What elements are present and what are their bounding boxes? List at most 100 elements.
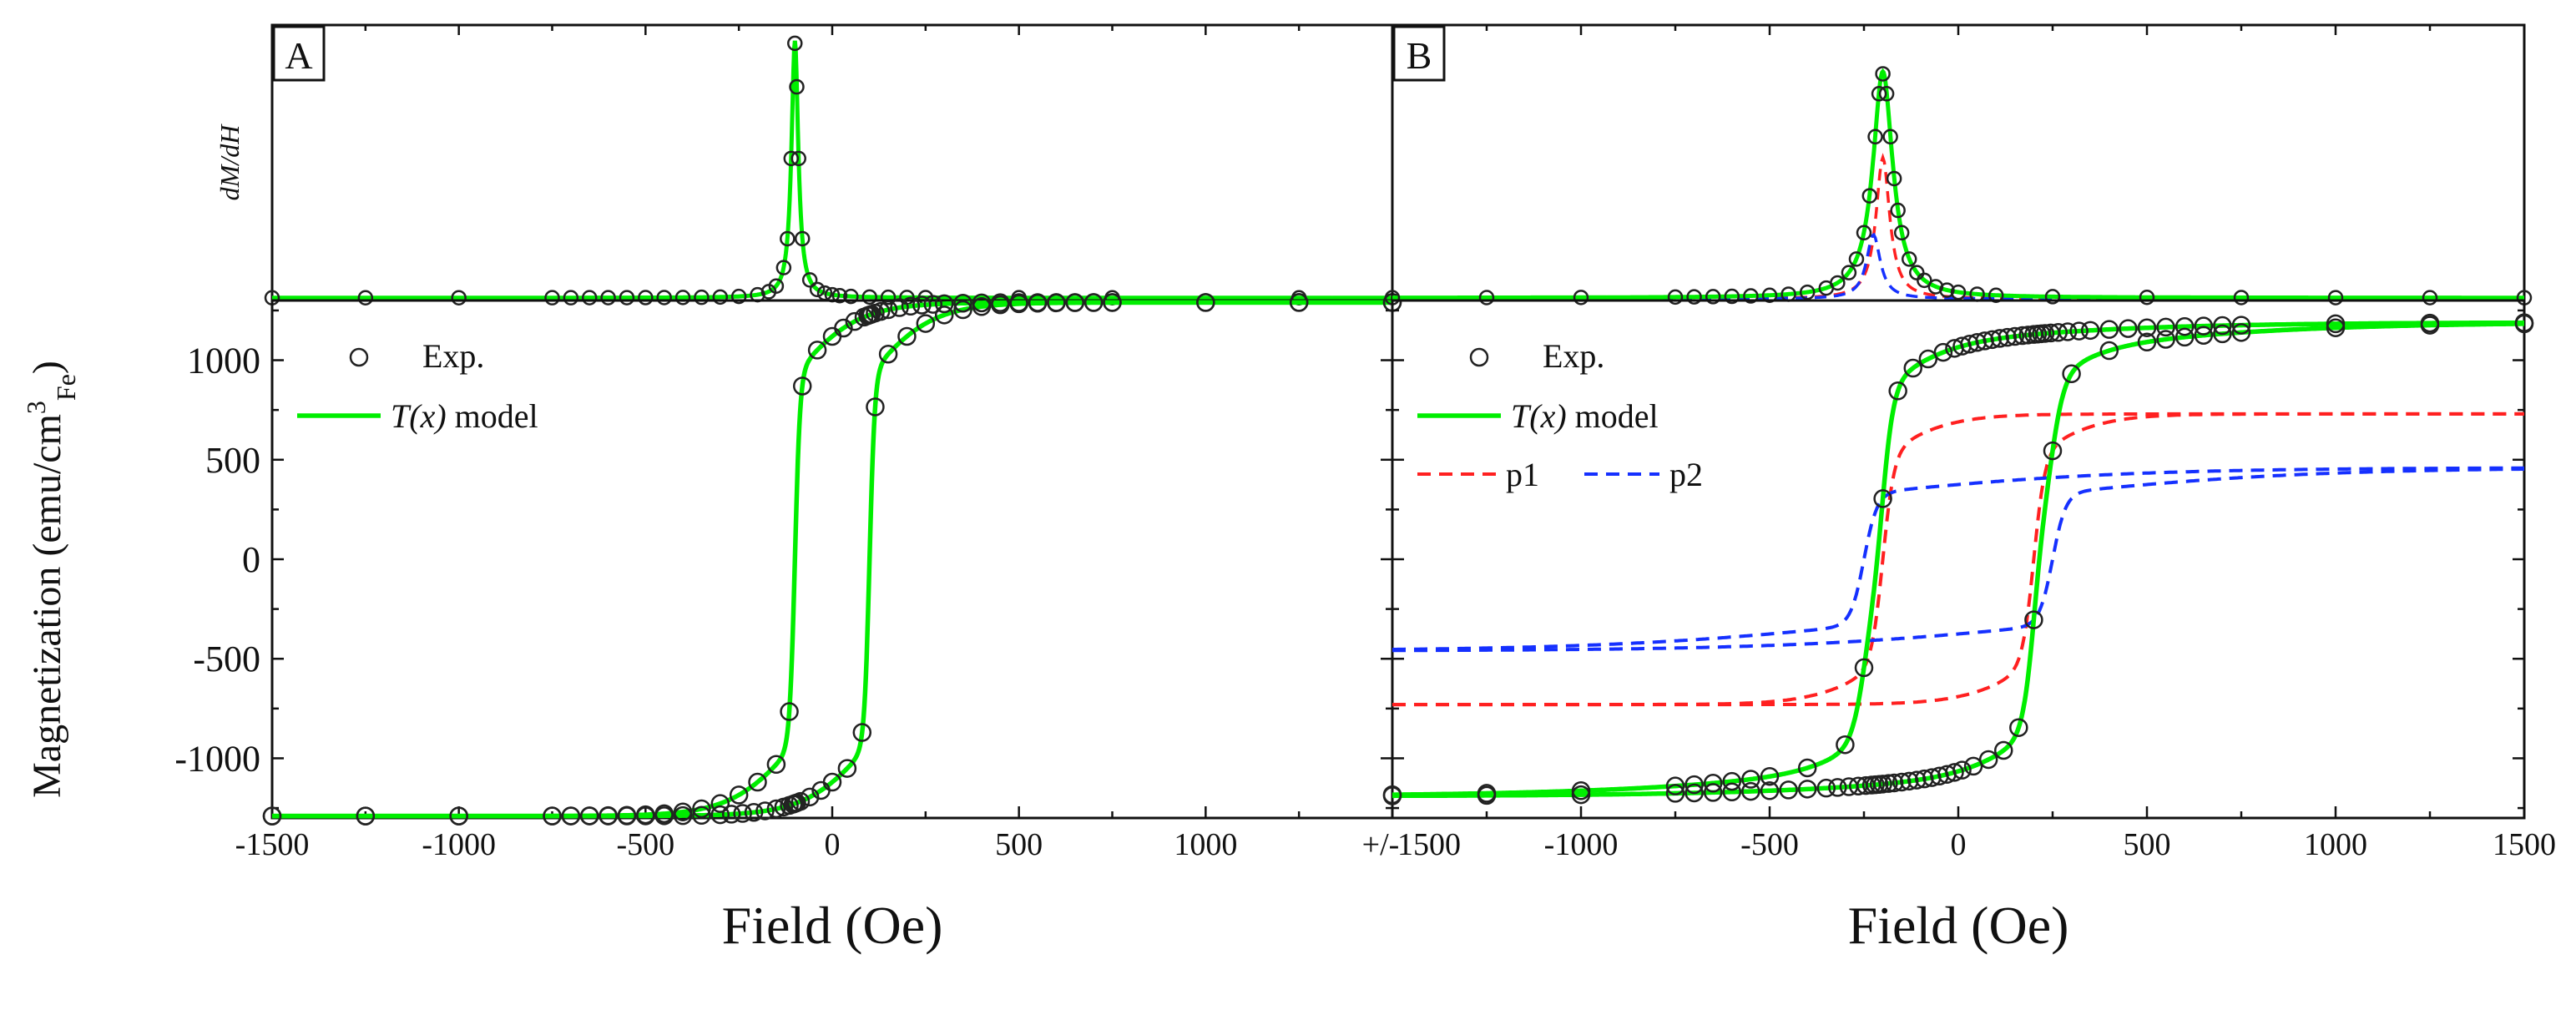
exp-derivative-point [1667, 289, 1684, 305]
exp-derivative-point [1573, 290, 1589, 305]
panel-letter: B [1407, 34, 1432, 77]
exp-point [692, 799, 711, 819]
exp-derivative-point [1988, 287, 2004, 303]
model-loop-asc [1392, 321, 2524, 799]
exp-derivative-point [2327, 290, 2344, 305]
exp-point [710, 794, 730, 813]
exp-derivative-point [880, 289, 897, 305]
panel-A: dM/dH A -1000 -500 0 500 1000 -1500 -1000 -500 0 50… [174, 23, 1402, 955]
exp-point [2069, 321, 2089, 341]
exp-point [1722, 782, 1742, 802]
x-tick-label: -1000 [422, 827, 496, 862]
x-tick-label: -500 [617, 827, 675, 862]
exp-derivative-point [1830, 275, 1846, 291]
legend-model-label: T(x) model [1511, 397, 1659, 435]
exp-point [1477, 785, 1497, 805]
exp-point [262, 806, 282, 826]
exp-derivative-point [1939, 282, 1955, 298]
exp-derivative-point [1867, 129, 1883, 145]
exp-point [2326, 318, 2346, 337]
panel-letter-box [1392, 25, 1446, 82]
exp-point [2013, 326, 2033, 346]
exp-derivative-point [1890, 202, 1906, 219]
exp-point [1685, 775, 1704, 795]
exp-point [807, 341, 827, 360]
exp-derivative-point [809, 281, 826, 298]
exp-derivative-point [1950, 284, 1967, 300]
exp-derivative-point [1893, 225, 1910, 241]
x-tick-label: 1500 [2493, 827, 2556, 862]
x-axis-label: Field (Oe) [1848, 896, 2069, 955]
exp-derivative-point [1841, 265, 1857, 280]
exp-point [2156, 330, 2175, 349]
exp-point [1854, 658, 1874, 678]
exp-point [692, 805, 711, 826]
exp-derivative-point [1901, 251, 1917, 267]
exp-point [1998, 327, 2018, 347]
exp-point [1978, 750, 1998, 770]
exp-point [617, 806, 637, 826]
exp-point [800, 787, 820, 807]
exp-derivative-point [861, 289, 877, 305]
exp-point [2024, 325, 2043, 344]
exp-derivative-point [1724, 288, 1740, 305]
y-axis-label: Magnetization (emu/cm3Fe) [21, 361, 81, 798]
exp-point [1945, 763, 1964, 782]
exp-point [1888, 381, 1907, 401]
exp-point [2137, 332, 2157, 352]
exp-derivative-point [2233, 290, 2250, 305]
exp-point [2194, 326, 2214, 345]
p2-derivative [1392, 232, 2524, 300]
exp-point [710, 805, 730, 825]
y-axis-label-main: Magnetization (emu/cm [25, 414, 69, 798]
exp-point [792, 376, 812, 396]
exp-point [822, 772, 842, 792]
legend-model-label: T(x) model [391, 397, 538, 435]
exp-derivative-point [780, 230, 796, 247]
exp-point [1703, 783, 1723, 802]
exp-point [878, 344, 898, 364]
x-tick-label: -1000 [1544, 827, 1619, 862]
exp-point [561, 806, 581, 826]
exp-derivative-point [638, 290, 654, 305]
exp-derivative-point [1478, 290, 1495, 305]
exp-derivative-point [1886, 170, 1902, 187]
exp-derivative-point [2139, 289, 2155, 305]
exp-derivative-point [619, 290, 635, 305]
exp-point [852, 723, 872, 742]
panel-letter-box [272, 25, 326, 82]
legend-model-rest: model [447, 397, 538, 435]
main-frame [1391, 299, 2526, 820]
exp-point [1665, 784, 1685, 803]
exp-derivative-point [357, 290, 374, 305]
model-loop-asc [272, 300, 1392, 819]
exp-point [1907, 770, 1927, 790]
exp-point [1963, 756, 1983, 776]
exp-point [1289, 293, 1309, 312]
exp-point [912, 295, 932, 315]
exp-point [790, 791, 811, 811]
exp-point [636, 806, 655, 826]
p2-loop-desc [1392, 466, 2524, 651]
exp-point [744, 802, 764, 822]
exp-point [1103, 293, 1122, 312]
legend-model-rest: model [1567, 397, 1659, 435]
exp-point [1873, 489, 1892, 508]
panel-B: B 1500 -1000 -500 0 500 1000 1500 Field (Oe) Exp.… [1382, 23, 2556, 955]
exp-derivative-point [787, 35, 803, 52]
exp-point [1899, 771, 1919, 791]
exp-derivative-point [1878, 86, 1895, 102]
exp-point [729, 785, 749, 805]
exp-derivative-point [2044, 289, 2061, 305]
panel-letter: A [285, 34, 312, 77]
exp-point [934, 305, 954, 325]
exp-derivative-point [544, 290, 560, 305]
derivative-frame [1391, 23, 2526, 302]
exp-point [2080, 321, 2100, 341]
exp-point [673, 805, 693, 826]
exp-point [1009, 294, 1028, 314]
exp-point [2213, 324, 2232, 344]
p1-loop-desc [1392, 412, 2524, 707]
model-loop-desc [272, 300, 1392, 819]
